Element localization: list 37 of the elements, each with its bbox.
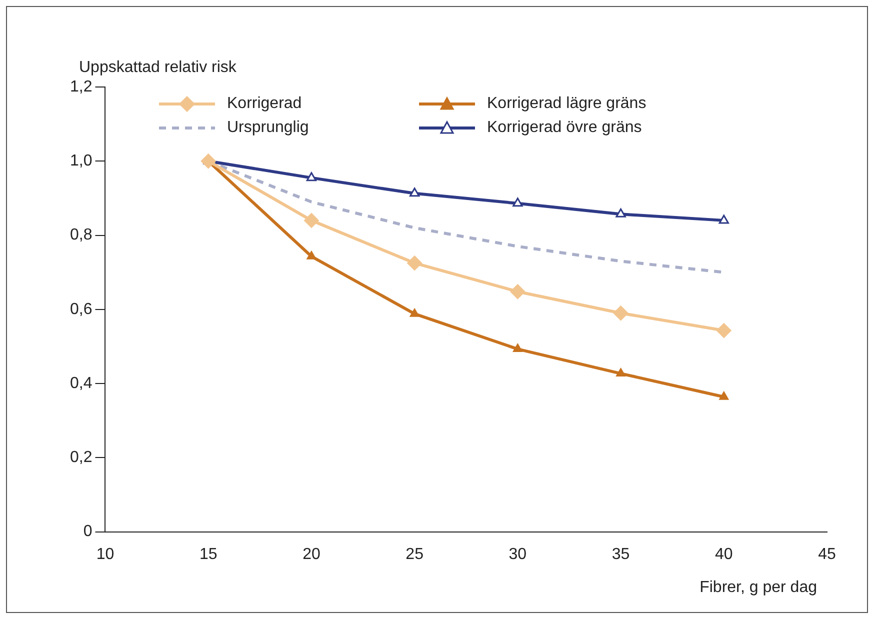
point [718, 214, 729, 224]
point [616, 368, 626, 377]
legend-label: Korrigerad lägre gräns [487, 95, 646, 113]
point [512, 198, 523, 207]
point [410, 308, 420, 317]
x-tick-label: 15 [199, 546, 218, 563]
x-tick-label: 25 [406, 546, 424, 563]
x-tick-label: 10 [96, 546, 114, 563]
x-tick-label: 40 [714, 546, 733, 563]
point [716, 323, 732, 338]
point [616, 208, 626, 218]
y-tick-label: 0 [83, 523, 92, 540]
x-tick-label: 20 [302, 546, 320, 563]
y-tick-label: 1,2 [70, 78, 92, 96]
point [512, 344, 523, 352]
legend-label: Korrigerad [227, 95, 302, 113]
point [306, 250, 316, 260]
y-tick-label: 1,0 [70, 152, 92, 170]
point [306, 172, 317, 182]
legend-label: Ursprunglig [227, 119, 309, 137]
point [719, 391, 729, 400]
y-tick-label: 0,2 [70, 449, 92, 466]
y-axis-title: Uppskattad relativ risk [79, 59, 236, 77]
point [200, 154, 216, 169]
point [407, 256, 422, 271]
x-tick-label: 45 [818, 546, 836, 563]
x-axis-title: Fibrer, g per dag [700, 579, 817, 597]
point [510, 284, 526, 300]
point [613, 306, 628, 321]
x-tick-label: 30 [508, 546, 527, 563]
y-tick-label: 0,4 [70, 374, 92, 392]
x-tick-label: 35 [612, 546, 630, 563]
y-tick-label: 0,6 [70, 300, 92, 318]
point [409, 188, 420, 197]
legend-label: Korrigerad övre gräns [487, 119, 642, 137]
y-tick-label: 0,8 [70, 226, 92, 244]
point [304, 212, 319, 228]
